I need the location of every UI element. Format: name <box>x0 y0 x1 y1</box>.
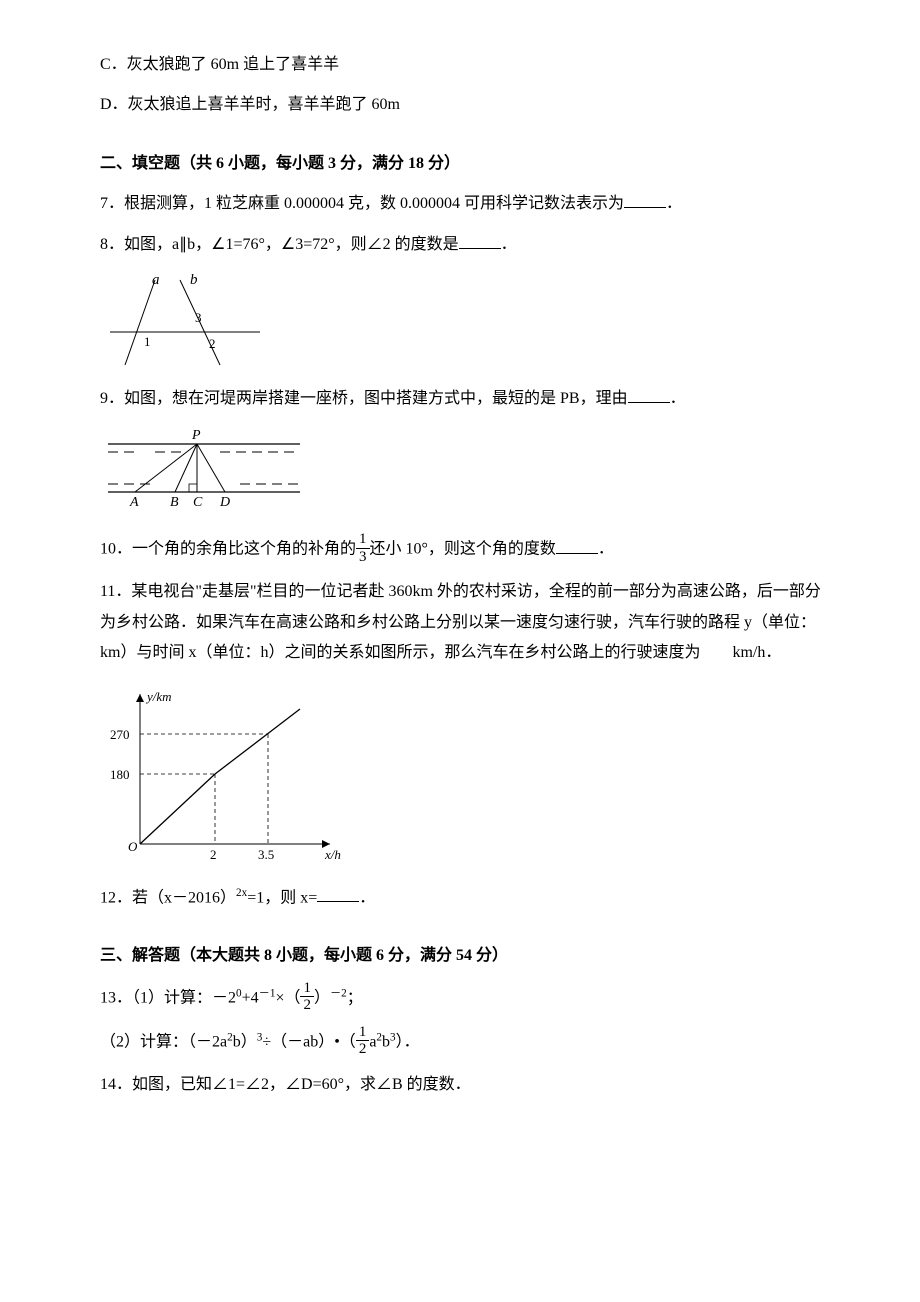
question-13-2: （2）计算：（－2a2b）3÷（－ab）•（12a2b3）． <box>100 1026 830 1060</box>
q9-text-a: 9．如图，想在河堤两岸搭建一座桥，图中搭建方式中，最短的是 PB，理由 <box>100 390 628 407</box>
q11-text: 11．某电视台"走基层"栏目的一位记者赴 360km 外的农村采访，全程的前一部… <box>100 583 821 661</box>
q10-text-c: ． <box>598 541 614 558</box>
q9-blank <box>628 387 670 403</box>
fig8-label-2: 2 <box>209 336 216 351</box>
fig8-label-1: 1 <box>144 334 151 349</box>
q13-1-c: ×（ <box>275 989 300 1006</box>
q13-1-supn1: －1 <box>259 987 276 999</box>
figure-9: P A B C D <box>100 424 830 519</box>
fig11-xtick-2: 2 <box>210 847 217 862</box>
q13-1-frac: 12 <box>300 980 314 1014</box>
q8-text-b: ． <box>501 236 517 253</box>
q13-2-e: b <box>382 1033 390 1050</box>
question-13-1: 13．（1）计算：－20+4－1×（12）－2； <box>100 982 830 1016</box>
fig9-label-d: D <box>219 495 230 510</box>
q10-fraction: 13 <box>356 531 370 565</box>
q13-2-frac: 12 <box>356 1024 370 1058</box>
question-10: 10．一个角的余角比这个角的补角的13还小 10°，则这个角的度数 ． <box>100 533 830 567</box>
q13-1-e: ； <box>347 989 363 1006</box>
fig9-label-b: B <box>170 495 179 510</box>
section-2-title: 二、填空题（共 6 小题，每小题 3 分，满分 18 分） <box>100 149 830 179</box>
fig9-label-a: A <box>129 495 139 510</box>
figure-8: a b 1 2 3 <box>100 270 830 370</box>
fig11-ytick-270: 270 <box>110 727 130 742</box>
question-8: 8．如图，a∥b，∠1=76°，∠3=72°，则∠2 的度数是 ． <box>100 230 830 260</box>
fig11-xtick-35: 3.5 <box>258 847 274 862</box>
fig9-label-c: C <box>193 495 203 510</box>
q10-blank <box>556 538 598 554</box>
q14-text: 14．如图，已知∠1=∠2，∠D=60°，求∠B 的度数． <box>100 1076 471 1093</box>
question-7: 7．根据测算，1 粒芝麻重 0.000004 克，数 0.000004 可用科学… <box>100 189 830 219</box>
q8-text-a: 8．如图，a∥b，∠1=76°，∠3=72°，则∠2 的度数是 <box>100 236 459 253</box>
q12-sup: 2x <box>236 887 247 899</box>
q10-text-b: 还小 10°，则这个角的度数 <box>370 541 556 558</box>
q7-text-b: ． <box>666 195 682 212</box>
q12-text-b: =1，则 x= <box>247 889 317 906</box>
q12-blank <box>317 886 359 902</box>
fig11-xlabel: x/h <box>324 847 341 862</box>
fig11-origin: O <box>128 839 138 854</box>
question-14: 14．如图，已知∠1=∠2，∠D=60°，求∠B 的度数． <box>100 1070 830 1100</box>
q13-2-a: （2）计算：（－2a <box>100 1033 227 1050</box>
fig8-label-3: 3 <box>195 310 202 325</box>
q7-text-a: 7．根据测算，1 粒芝麻重 0.000004 克，数 0.000004 可用科学… <box>100 195 624 212</box>
fig8-label-a: a <box>152 272 160 288</box>
q9-text-b: ． <box>670 390 686 407</box>
q7-blank <box>624 192 666 208</box>
option-c: C．灰太狼跑了 60m 追上了喜羊羊 <box>100 50 830 80</box>
q13-1-a: 13．（1）计算：－2 <box>100 989 236 1006</box>
q8-blank <box>459 233 501 249</box>
q13-2-c: ÷（－ab）•（ <box>262 1033 356 1050</box>
section-3-title: 三、解答题（本大题共 8 小题，每小题 6 分，满分 54 分） <box>100 941 830 971</box>
fig8-label-b: b <box>190 272 198 288</box>
fig9-label-p: P <box>191 428 201 443</box>
q10-text-a: 10．一个角的余角比这个角的补角的 <box>100 541 356 558</box>
option-d: D．灰太狼追上喜羊羊时，喜羊羊跑了 60m <box>100 90 830 120</box>
fig11-ylabel: y/km <box>145 689 172 704</box>
q13-1-supn2: －2 <box>330 987 347 999</box>
q12-text-a: 12．若（x－2016） <box>100 889 236 906</box>
fig11-ytick-180: 180 <box>110 767 130 782</box>
figure-11: y/km x/h O 180 270 2 3.5 <box>100 679 830 869</box>
q13-1-b: +4 <box>242 989 259 1006</box>
q13-1-d: ） <box>314 989 330 1006</box>
q12-text-c: ． <box>359 889 375 906</box>
q13-2-b: b） <box>233 1033 257 1050</box>
question-12: 12．若（x－2016）2x=1，则 x= ． <box>100 883 830 914</box>
question-11: 11．某电视台"走基层"栏目的一位记者赴 360km 外的农村采访，全程的前一部… <box>100 577 830 668</box>
question-9: 9．如图，想在河堤两岸搭建一座桥，图中搭建方式中，最短的是 PB，理由 ． <box>100 384 830 414</box>
q13-2-f: ）． <box>396 1033 420 1050</box>
